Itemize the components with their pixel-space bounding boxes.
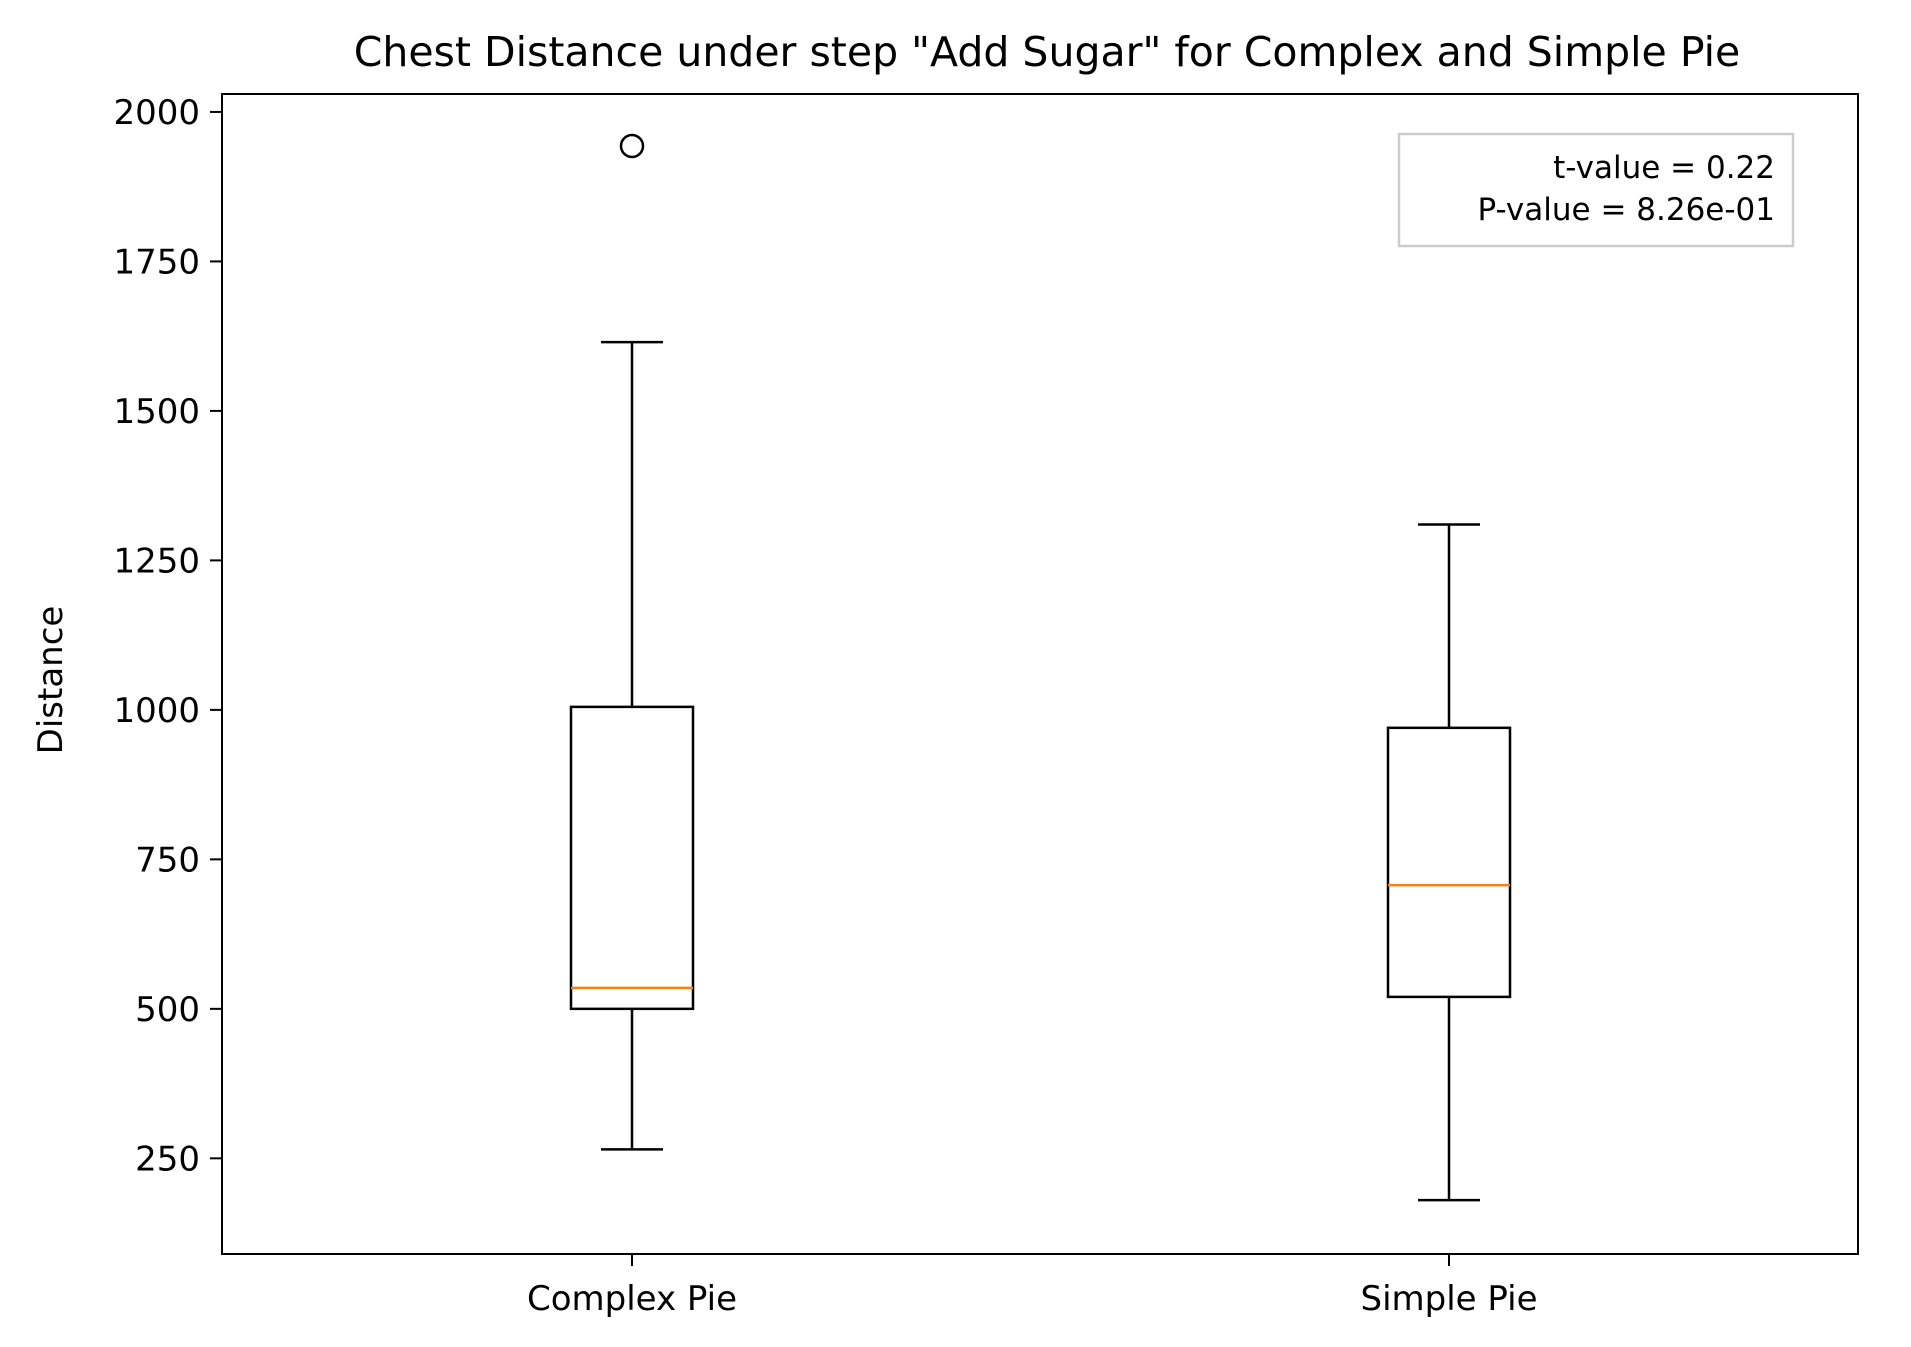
t-value-text: t-value = 0.22 <box>1553 150 1775 186</box>
chart-title: Chest Distance under step "Add Sugar" fo… <box>354 28 1741 76</box>
box-iqr <box>569 705 695 1011</box>
y-tick-label: 750 <box>135 840 200 880</box>
y-tick-label: 500 <box>135 990 200 1030</box>
outlier-point <box>619 133 645 159</box>
plot-area: 250 500 750 1000 1250 1500 1750 2000 Complex Pi… <box>113 93 1859 1319</box>
box-group <box>569 133 695 1151</box>
stats-annotation-border <box>1397 132 1795 248</box>
y-tick-label: 250 <box>135 1139 200 1179</box>
box-series <box>569 133 1512 1202</box>
x-tick-label: Simple Pie <box>1360 1279 1537 1319</box>
box-group <box>1386 523 1512 1202</box>
y-tick-label: 2000 <box>113 93 200 133</box>
x-tick-label: Complex Pie <box>527 1279 737 1319</box>
y-axis-label: Distance <box>31 606 71 755</box>
box-iqr <box>1386 726 1512 999</box>
p-value-text: P-value = 8.26e-01 <box>1478 192 1775 228</box>
y-tick-label: 1500 <box>113 392 200 432</box>
y-tick-label: 1750 <box>113 242 200 282</box>
y-tick-label: 1000 <box>113 691 200 731</box>
stats-annotation: t-value = 0.22 P-value = 8.26e-01 <box>1397 132 1795 248</box>
y-tick-label: 1250 <box>113 541 200 581</box>
x-axis-ticks: Complex Pie Simple Pie <box>527 1254 1538 1319</box>
axes-frame <box>221 93 1859 1255</box>
y-axis-ticks: 250 500 750 1000 1250 1500 1750 2000 <box>113 93 222 1179</box>
